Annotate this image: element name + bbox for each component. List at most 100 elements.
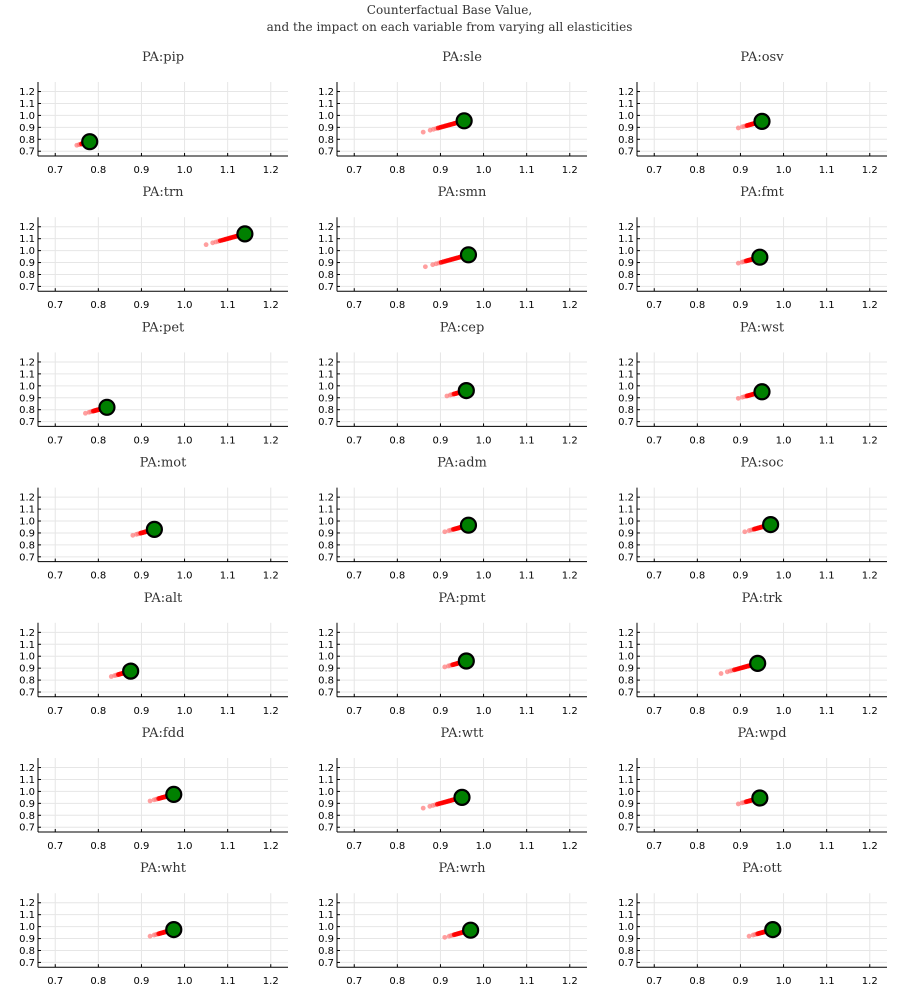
x-tick-label: 1.0 — [476, 300, 492, 311]
y-tick-label: 0.9 — [618, 934, 634, 945]
x-tick-label: 0.8 — [689, 841, 705, 852]
subplot-title: PA:alt — [144, 591, 183, 606]
base-value-marker — [749, 654, 767, 672]
y-tick-label: 0.9 — [19, 528, 35, 539]
y-tick-label: 1.1 — [318, 910, 334, 921]
x-tick-label: 1.1 — [519, 571, 535, 582]
x-tick-label: 0.9 — [432, 571, 448, 582]
y-tick-label: 1.1 — [318, 234, 334, 245]
y-tick-label: 1.0 — [19, 381, 35, 392]
base-value-marker — [459, 516, 478, 534]
base-value-marker — [462, 921, 480, 939]
x-tick-label: 0.7 — [47, 976, 63, 987]
elasticity-point — [147, 798, 153, 804]
x-tick-label: 0.7 — [646, 571, 662, 582]
elasticity-point — [442, 529, 448, 535]
subplot-title: PA:fmt — [740, 185, 784, 200]
x-tick-label: 0.8 — [389, 706, 405, 717]
x-tick-label: 0.9 — [732, 571, 748, 582]
y-tick-label: 1.0 — [19, 246, 35, 257]
x-tick-label: 0.7 — [646, 435, 662, 446]
x-tick-label: 1.2 — [862, 571, 878, 582]
y-tick-label: 1.2 — [19, 222, 35, 233]
x-tick-label: 1.2 — [562, 841, 578, 852]
x-tick-label: 1.2 — [862, 841, 878, 852]
x-tick-label: 1.2 — [263, 706, 279, 717]
y-tick-label: 0.8 — [618, 270, 634, 281]
x-tick-label: 0.9 — [133, 841, 149, 852]
x-tick-label: 0.9 — [732, 300, 748, 311]
x-tick-label: 0.9 — [732, 841, 748, 852]
x-tick-label: 0.7 — [346, 571, 362, 582]
x-tick-label: 1.1 — [519, 300, 535, 311]
x-tick-label: 1.0 — [177, 841, 193, 852]
y-tick-label: 0.8 — [19, 811, 35, 822]
y-tick-label: 1.2 — [19, 763, 35, 774]
x-tick-label: 1.2 — [263, 841, 279, 852]
y-tick-label: 1.1 — [618, 640, 634, 651]
y-tick-label: 0.8 — [318, 135, 334, 146]
y-tick-label: 0.9 — [19, 393, 35, 404]
x-tick-label: 0.7 — [646, 300, 662, 311]
y-tick-label: 1.0 — [618, 787, 634, 798]
y-tick-label: 1.2 — [19, 493, 35, 504]
y-tick-label: 1.2 — [618, 898, 634, 909]
y-tick-label: 0.7 — [618, 958, 634, 969]
x-tick-label: 1.0 — [177, 706, 193, 717]
base-value-marker — [236, 225, 254, 243]
figure-title-line-1: Counterfactual Base Value, — [367, 3, 532, 17]
subplot-title: PA:adm — [437, 456, 487, 471]
x-tick-label: 1.1 — [519, 841, 535, 852]
y-tick-label: 1.2 — [318, 493, 334, 504]
y-tick-label: 1.1 — [318, 369, 334, 380]
base-value-marker — [453, 788, 471, 806]
y-tick-label: 1.2 — [618, 628, 634, 639]
elasticity-point — [130, 532, 136, 538]
x-tick-label: 0.7 — [346, 435, 362, 446]
y-tick-label: 1.1 — [19, 775, 35, 786]
x-tick-label: 1.2 — [263, 165, 279, 176]
y-tick-label: 1.0 — [318, 787, 334, 798]
x-tick-label: 1.0 — [476, 976, 492, 987]
elasticity-point — [203, 242, 209, 248]
y-tick-label: 1.2 — [318, 898, 334, 909]
x-tick-label: 1.1 — [519, 165, 535, 176]
subplot-title: PA:pet — [142, 320, 185, 335]
y-tick-label: 0.7 — [618, 417, 634, 428]
x-tick-label: 0.8 — [689, 165, 705, 176]
y-tick-label: 1.2 — [318, 357, 334, 368]
base-value-marker — [457, 652, 475, 670]
x-tick-label: 1.1 — [220, 841, 236, 852]
x-tick-label: 1.0 — [476, 165, 492, 176]
x-tick-label: 0.9 — [133, 435, 149, 446]
x-tick-label: 0.7 — [47, 165, 63, 176]
elasticity-point — [420, 805, 426, 811]
y-tick-label: 0.7 — [19, 688, 35, 699]
y-tick-label: 0.9 — [318, 123, 334, 134]
x-tick-label: 1.1 — [519, 706, 535, 717]
y-tick-label: 1.1 — [318, 640, 334, 651]
y-tick-label: 0.8 — [19, 946, 35, 957]
y-tick-label: 1.0 — [618, 517, 634, 528]
subplot-title: PA:pip — [142, 50, 184, 65]
y-tick-label: 0.8 — [318, 676, 334, 687]
x-tick-label: 1.0 — [776, 165, 792, 176]
base-value-marker — [753, 112, 771, 130]
subplot-title: PA:soc — [740, 456, 783, 471]
base-value-marker — [457, 381, 475, 400]
y-tick-label: 0.9 — [318, 664, 334, 675]
x-tick-label: 1.2 — [562, 435, 578, 446]
y-tick-label: 1.2 — [618, 763, 634, 774]
x-tick-label: 0.9 — [432, 300, 448, 311]
y-tick-label: 1.0 — [618, 111, 634, 122]
x-tick-label: 1.2 — [862, 435, 878, 446]
x-tick-label: 1.2 — [263, 435, 279, 446]
y-tick-label: 1.0 — [19, 111, 35, 122]
subplot-title: PA:wht — [140, 861, 187, 876]
